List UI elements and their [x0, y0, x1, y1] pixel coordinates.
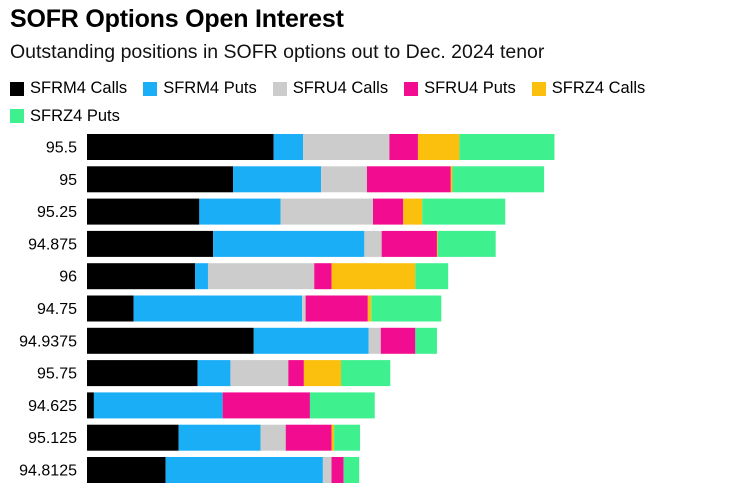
bar-segment	[303, 360, 342, 387]
bar-segment	[381, 230, 437, 257]
bar-segment	[389, 134, 418, 160]
bar-segment	[87, 424, 179, 451]
legend-label: SFRM4 Calls	[30, 79, 128, 97]
bar-segment	[87, 198, 200, 225]
bar-segment	[415, 263, 449, 290]
bar-segment	[253, 327, 369, 354]
bar-segment	[87, 360, 198, 387]
bar-segment	[233, 166, 322, 193]
bar-segment	[331, 263, 416, 290]
bar-segment	[422, 198, 506, 225]
category-label: 96	[59, 269, 77, 286]
legend-label: SFRZ4 Calls	[551, 79, 646, 97]
bar-segment	[364, 230, 382, 257]
bar-segment	[314, 263, 332, 290]
bar-segment	[436, 230, 438, 257]
bar-segment	[87, 457, 166, 483]
category-label: 94.75	[37, 301, 77, 318]
bar-segment	[133, 295, 303, 322]
bar-segment	[260, 424, 286, 451]
legend-label: SFRM4 Puts	[163, 79, 257, 97]
bar-segment	[165, 457, 323, 483]
bar-segment	[93, 392, 223, 419]
legend-swatch	[531, 81, 546, 96]
chart-title: SOFR Options Open Interest	[10, 5, 344, 33]
bar-segment	[199, 198, 281, 225]
category-label: 95	[59, 172, 77, 189]
bar-segment	[195, 263, 208, 290]
bar-segment	[230, 360, 289, 387]
category-label: 94.8125	[19, 463, 77, 480]
chart-subtitle: Outstanding positions in SOFR options ou…	[10, 41, 545, 63]
bar-segment	[321, 166, 367, 193]
category-label: 94.875	[28, 236, 77, 253]
bar-segment	[87, 263, 196, 290]
category-label: 95.5	[46, 140, 77, 157]
legend-item: SFRM4 Calls	[10, 76, 127, 101]
bar-segment	[334, 424, 361, 451]
bar-segment	[459, 134, 555, 160]
legend-label: SFRU4 Calls	[292, 79, 389, 97]
bar-segment	[368, 327, 381, 354]
legend-swatch	[10, 81, 24, 96]
bar-segment	[303, 134, 390, 160]
bar-segment	[322, 457, 332, 483]
legend-item: SFRM4 Puts	[143, 76, 257, 101]
bar-segment	[417, 134, 460, 160]
bar-segment	[87, 230, 214, 257]
bar-segment	[288, 360, 304, 387]
legend-item: SFRZ4 Puts	[10, 104, 120, 129]
bar-segment	[207, 263, 315, 290]
legend-item: SFRZ4 Calls	[531, 76, 646, 101]
bar-segment	[309, 392, 375, 419]
bar-segment	[305, 295, 368, 322]
legend-swatch	[10, 109, 24, 123]
bar-segment	[403, 198, 423, 225]
legend-item: SFRU4 Puts	[404, 76, 516, 101]
bar-segment	[87, 392, 94, 419]
category-label: 95.25	[37, 204, 77, 221]
bar-segment	[87, 166, 234, 193]
category-label: 95.75	[37, 366, 77, 383]
chart-legend: SFRM4 Calls SFRM4 Puts SFRU4 Calls SFRU4 Pu…	[10, 76, 740, 131]
category-label: 94.9375	[19, 333, 77, 350]
bar-segment	[437, 230, 496, 257]
bar-segment	[302, 295, 306, 322]
bar-segment	[380, 327, 416, 354]
bar-segment	[87, 134, 274, 160]
bar-segment	[366, 166, 451, 193]
bar-segment	[450, 166, 453, 193]
bar-segment	[371, 295, 442, 322]
legend-item: SFRU4 Calls	[272, 76, 389, 101]
bar-segment	[197, 360, 231, 387]
bar-segment	[367, 295, 372, 322]
legend-label: SFRZ4 Puts	[30, 106, 120, 125]
bar-segment	[178, 424, 261, 451]
bar-segment	[280, 198, 373, 225]
category-label: 95.125	[28, 430, 77, 447]
legend-swatch	[143, 81, 158, 96]
bar-segment	[331, 457, 344, 483]
bar-segment	[285, 424, 332, 451]
bar-segment	[415, 327, 437, 354]
legend-swatch	[404, 81, 419, 96]
legend-label: SFRU4 Puts	[424, 79, 516, 97]
bar-segment	[87, 327, 254, 354]
bar-segment	[213, 230, 365, 257]
bar-segment	[373, 198, 404, 225]
bar-segment	[452, 166, 545, 193]
bar-segment	[273, 134, 304, 160]
bar-segment	[87, 295, 134, 322]
bar-segment	[343, 457, 360, 483]
legend-swatch	[272, 81, 287, 96]
bar-segment	[331, 424, 335, 451]
category-label: 94.625	[28, 398, 77, 415]
bar-segment	[222, 392, 310, 419]
bar-segment	[341, 360, 391, 387]
